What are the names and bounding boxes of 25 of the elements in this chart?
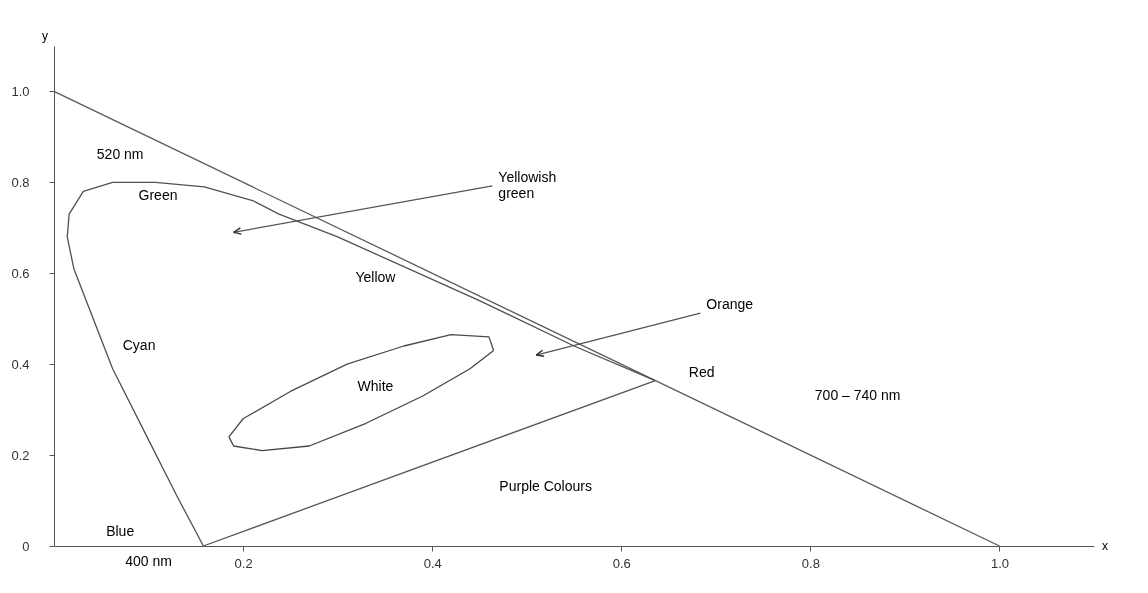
y-tick-label: 0.4 [11,356,30,372]
annotation: Blue [106,523,135,540]
annotation: Yellowish green [498,168,557,201]
annotation: White [357,377,394,394]
y-tick-label: 0.8 [11,174,30,190]
annotation: Orange [706,296,754,313]
x-tick-label: 0.4 [423,555,442,571]
y-axis-title: y [42,29,48,43]
x-axis-title: x [1102,539,1108,553]
y-tick-label: 1.0 [11,83,30,99]
annotation: 520 nm [96,146,144,163]
annotation: Purple Colours [499,477,592,494]
annotation: Cyan [122,337,156,353]
y-tick-label: 0.6 [11,265,30,281]
x-tick-label: 0.6 [612,555,631,571]
x-tick-label: 0.8 [801,555,820,571]
annotation: Green [138,187,178,203]
x-tick-label: 1.0 [990,555,1009,571]
y-tick-label: 0 [22,538,30,554]
y-tick-label: 0.2 [11,447,30,463]
x-tick-label: 0.2 [234,555,253,571]
text: 400 nm [125,552,172,569]
annotation: Red [688,364,715,381]
annotation: Yellow [355,268,397,285]
annotation: 700 – 740 nm [814,387,901,403]
